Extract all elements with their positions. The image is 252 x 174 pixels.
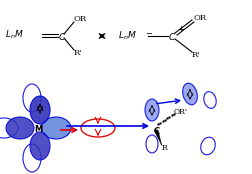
Text: M: M xyxy=(34,125,42,133)
Polygon shape xyxy=(154,130,162,146)
Text: R': R' xyxy=(192,51,201,59)
Text: $L_nM$: $L_nM$ xyxy=(118,30,137,42)
Ellipse shape xyxy=(41,117,71,139)
Text: $+$: $+$ xyxy=(177,24,185,34)
Text: OR': OR' xyxy=(174,108,188,116)
Text: OR: OR xyxy=(193,14,206,22)
Ellipse shape xyxy=(6,117,34,139)
Text: C: C xyxy=(154,126,160,136)
Ellipse shape xyxy=(145,99,159,121)
Text: R': R' xyxy=(74,49,83,57)
Text: R: R xyxy=(162,144,168,152)
Text: OR: OR xyxy=(74,15,87,23)
Text: $-$: $-$ xyxy=(145,28,153,36)
Text: $L_nM$: $L_nM$ xyxy=(5,29,24,41)
Text: $C$: $C$ xyxy=(168,30,176,42)
Ellipse shape xyxy=(30,96,50,124)
Ellipse shape xyxy=(183,83,197,105)
Text: $C$: $C$ xyxy=(58,30,66,42)
Ellipse shape xyxy=(30,132,50,160)
